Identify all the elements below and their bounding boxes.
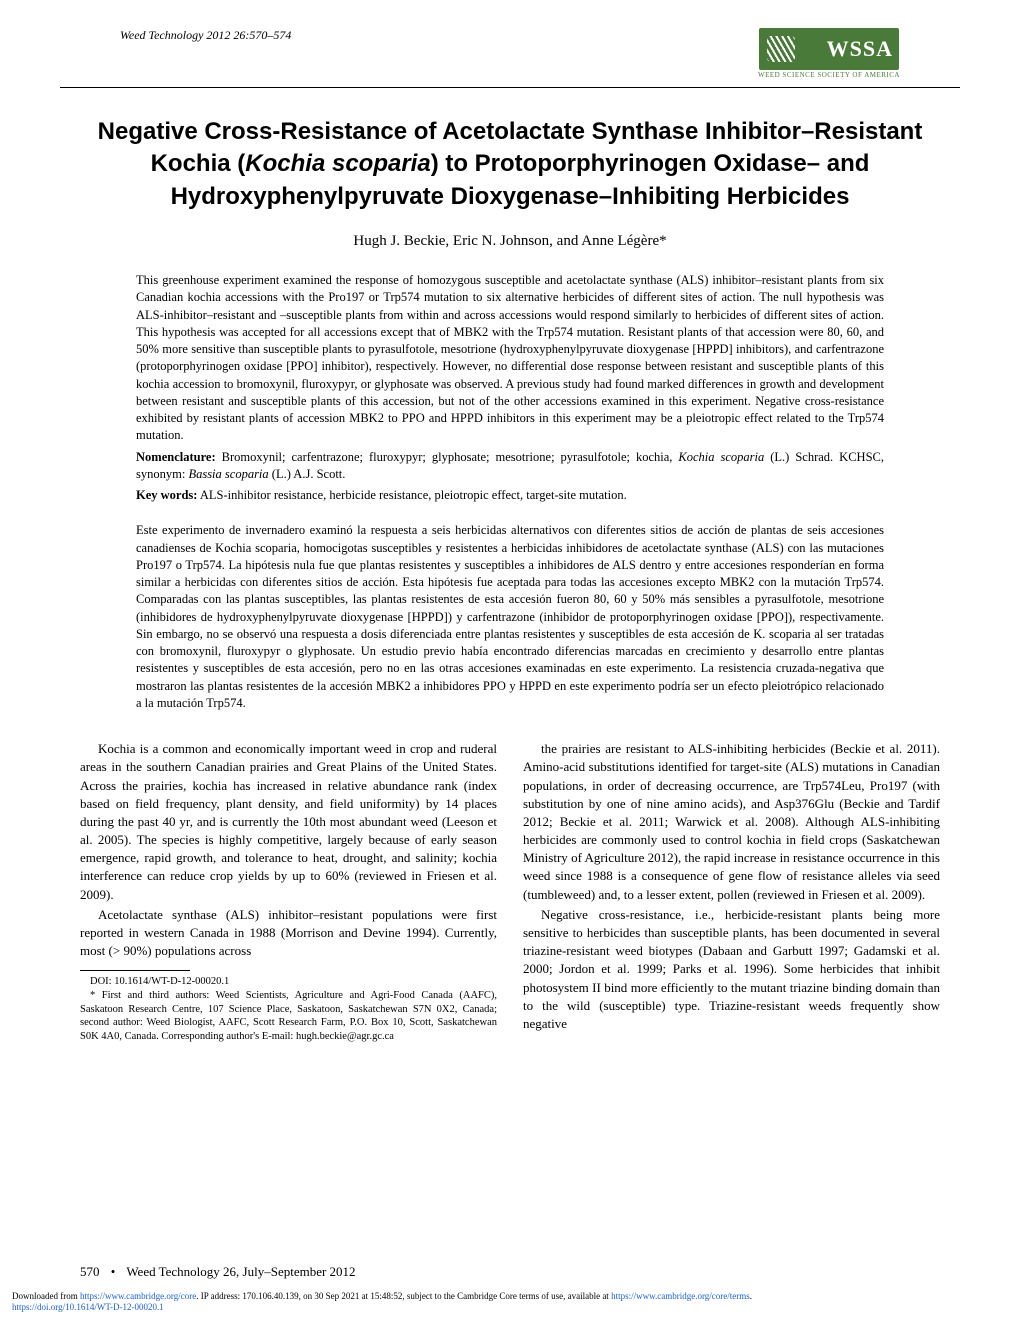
download-mid2: .	[750, 1291, 752, 1301]
title-line2-post: ) to Protoporphyrinogen Oxidase– and	[431, 150, 870, 177]
keywords-label: Key words:	[136, 488, 197, 502]
page-number: 570	[80, 1264, 100, 1279]
wssa-logo-container: WSSA WEED SCIENCE SOCIETY OF AMERICA	[758, 28, 900, 79]
wssa-logo: WSSA	[759, 28, 899, 70]
body-left-p2: Acetolactate synthase (ALS) inhibitor–re…	[80, 906, 497, 961]
right-column: the prairies are resistant to ALS-inhibi…	[523, 740, 940, 1043]
body-columns: Kochia is a common and economically impo…	[80, 740, 940, 1043]
doi-line: DOI: 10.1614/WT-D-12-00020.1	[80, 975, 497, 989]
body-right-p2: Negative cross-resistance, i.e., herbici…	[523, 906, 940, 1033]
wssa-logo-text: WSSA	[827, 36, 893, 62]
article-title: Negative Cross-Resistance of Acetolactat…	[90, 116, 930, 213]
nomenclature-label: Nomenclature:	[136, 450, 216, 464]
abstract-spanish: Este experimento de invernadero examinó …	[136, 522, 884, 712]
download-pre: Downloaded from	[12, 1291, 80, 1301]
footnotes-block: DOI: 10.1614/WT-D-12-00020.1 * First and…	[80, 975, 497, 1043]
title-line2-pre: Kochia (	[151, 150, 246, 177]
nomenclature-line: Nomenclature: Bromoxynil; carfentrazone;…	[136, 449, 884, 484]
download-link1[interactable]: https://www.cambridge.org/core	[80, 1291, 196, 1301]
body-left-p1: Kochia is a common and economically impo…	[80, 740, 497, 904]
download-attribution: Downloaded from https://www.cambridge.or…	[12, 1291, 1008, 1314]
download-link3[interactable]: https://doi.org/10.1614/WT-D-12-00020.1	[12, 1302, 164, 1312]
abstract-english: This greenhouse experiment examined the …	[136, 272, 884, 504]
footer-bullet: •	[111, 1264, 116, 1279]
footnote-divider	[80, 970, 190, 971]
download-mid1: . IP address: 170.106.40.139, on 30 Sep …	[196, 1291, 611, 1301]
nomenclature-text-pre: Bromoxynil; carfentrazone; fluroxypyr; g…	[216, 450, 679, 464]
body-right-p1: the prairies are resistant to ALS-inhibi…	[523, 740, 940, 904]
journal-citation: Weed Technology 2012 26:570–574	[120, 28, 291, 43]
nomenclature-latin1: Kochia scoparia	[678, 450, 764, 464]
page-header: Weed Technology 2012 26:570–574 WSSA WEE…	[60, 0, 960, 88]
abstract-en-body: This greenhouse experiment examined the …	[136, 273, 884, 442]
nomenclature-latin2: Bassia scoparia	[188, 467, 268, 481]
keywords-line: Key words: ALS-inhibitor resistance, her…	[136, 487, 884, 504]
page-footer: 570 • Weed Technology 26, July–September…	[80, 1264, 356, 1280]
title-latin-name: Kochia scoparia	[245, 150, 430, 177]
authors-line: Hugh J. Beckie, Eric N. Johnson, and Ann…	[0, 233, 1020, 250]
nomenclature-post: (L.) A.J. Scott.	[269, 467, 346, 481]
affiliation-line: * First and third authors: Weed Scientis…	[80, 989, 497, 1044]
title-line1: Negative Cross-Resistance of Acetolactat…	[98, 118, 923, 145]
title-line3: Hydroxyphenylpyruvate Dioxygenase–Inhibi…	[171, 183, 850, 210]
wssa-logo-subtitle: WEED SCIENCE SOCIETY OF AMERICA	[758, 71, 900, 79]
download-link2[interactable]: https://www.cambridge.org/core/terms	[611, 1291, 750, 1301]
left-column: Kochia is a common and economically impo…	[80, 740, 497, 1043]
keywords-text: ALS-inhibitor resistance, herbicide resi…	[197, 488, 626, 502]
footer-journal: Weed Technology 26, July–September 2012	[126, 1264, 355, 1279]
